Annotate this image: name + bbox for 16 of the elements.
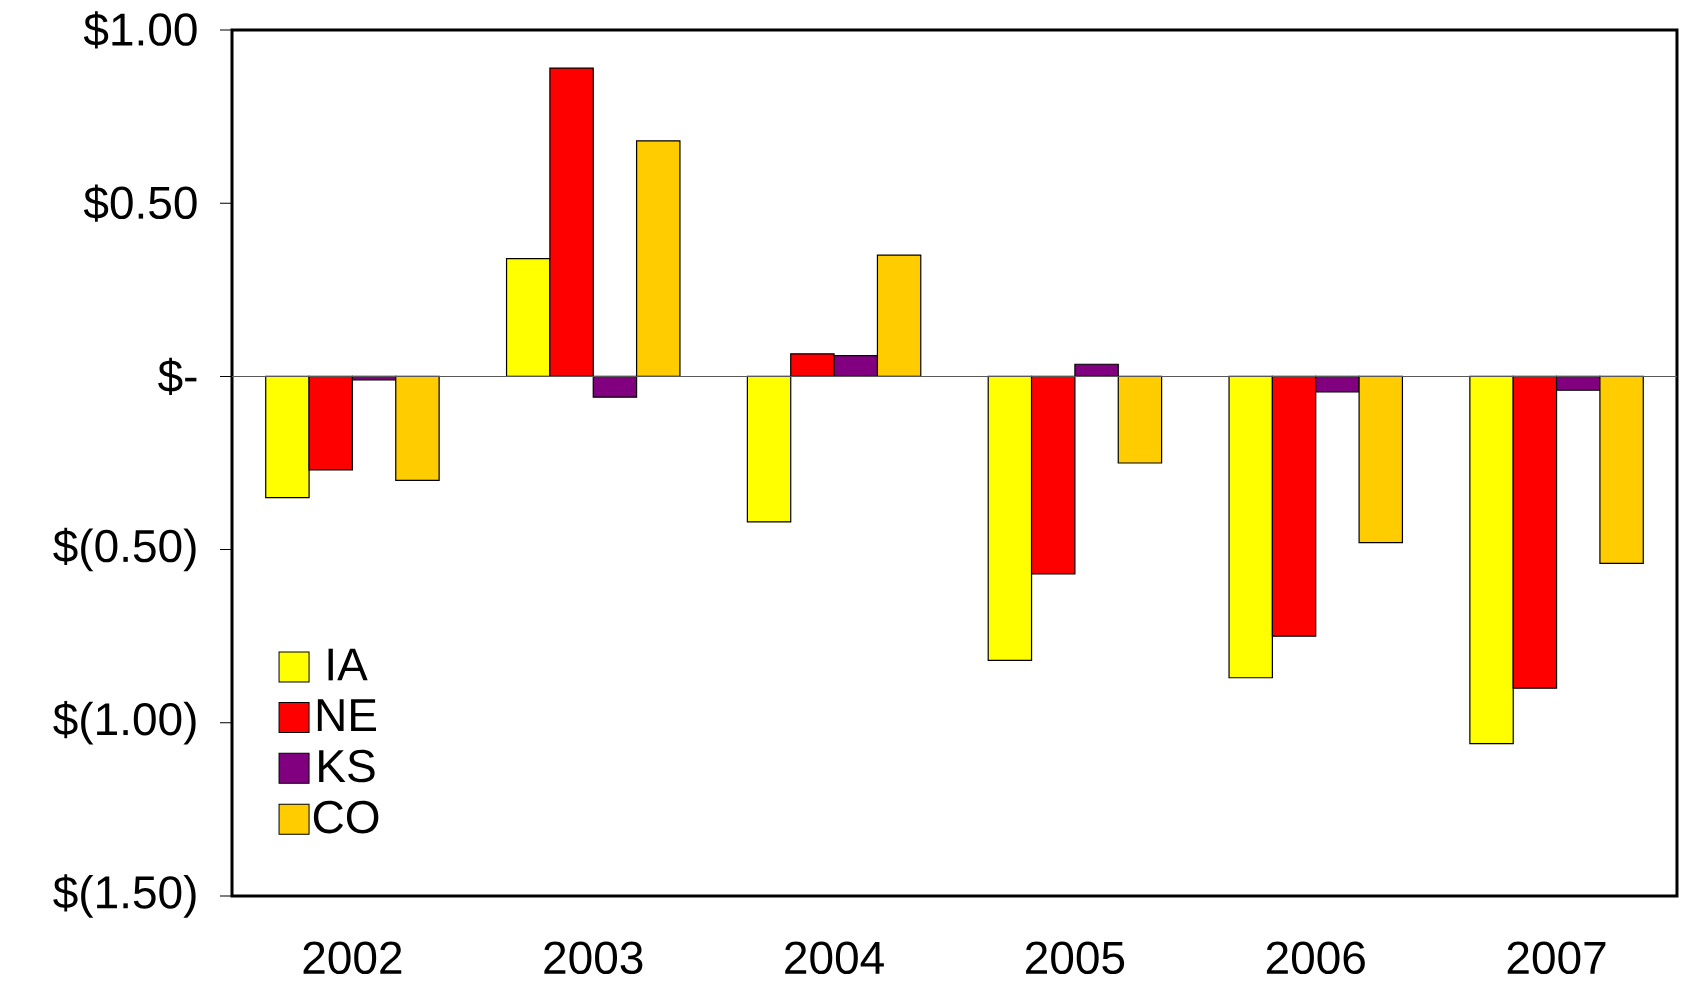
legend-label: NE: [317, 699, 377, 731]
legend-label: IA: [328, 648, 368, 681]
y-tick-label: $(0.50): [53, 527, 196, 572]
y-tick-label: $1.00: [83, 11, 197, 49]
y-tick-label: $(1.50): [53, 874, 196, 918]
x-tick-label: 2005: [1026, 941, 1125, 975]
legend-label: CO: [313, 800, 379, 834]
y-tick-label: $0.50: [83, 184, 197, 222]
x-tick-label: 2003: [544, 941, 643, 975]
y-tick-label: $-: [158, 357, 197, 395]
x-tick-label: 2007: [1507, 941, 1606, 975]
x-tick-label: 2002: [303, 941, 402, 975]
y-tick-label: $(1.00): [53, 701, 196, 745]
legend-label: KS: [319, 749, 375, 783]
x-tick-label: 2006: [1266, 941, 1365, 975]
x-tick-label: 2004: [785, 941, 884, 975]
